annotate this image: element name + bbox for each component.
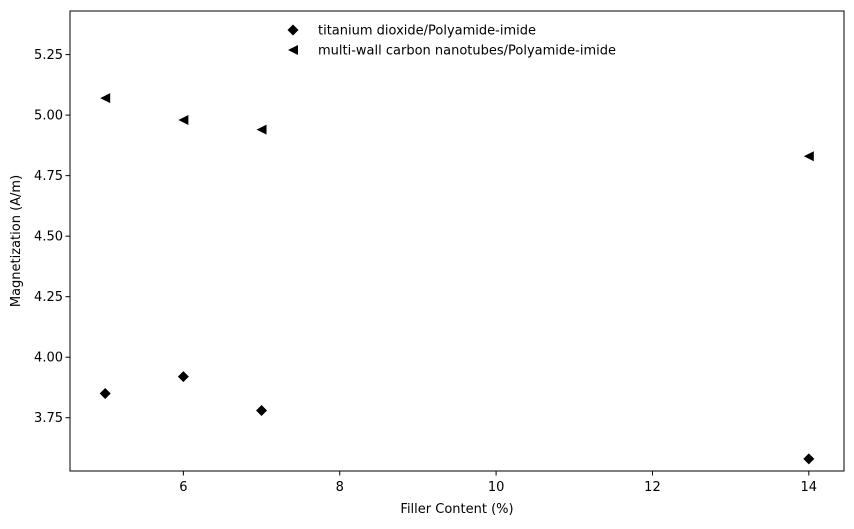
x-axis-label: Filler Content (%) [400,502,513,517]
x-tick-label: 10 [488,480,505,495]
y-axis-label: Magnetization (A/m) [9,175,24,307]
triangle-point [256,124,267,135]
triangle-point [100,93,111,104]
plot-frame [69,10,845,472]
y-tick-label: 3.75 [34,411,63,426]
diamond-point [177,371,189,383]
x-tick-label: 8 [336,480,344,495]
axes-layer: 6 8 10 12 14 3.75 4.00 4.25 4.50 4.75 5.00 5.25 [34,10,845,495]
marks-layer [99,93,815,465]
y-tick-label: 4.25 [34,290,63,305]
diamond-point [99,388,111,400]
y-tick-label: 4.75 [34,169,63,184]
diamond-point [803,453,815,465]
x-tick-label: 14 [801,480,818,495]
x-tick-label: 6 [179,480,187,495]
y-tick-label: 4.00 [34,351,63,366]
y-tick-label: 4.50 [34,230,63,245]
y-tick-label: 5.25 [34,48,63,63]
legend-label: titanium dioxide/Polyamide-imide [318,24,536,39]
legend-marker-triangle [288,45,298,55]
triangle-point [803,151,814,162]
triangle-point [178,114,189,125]
legend: titanium dioxide/Polyamide-imide multi-wa… [287,24,616,59]
diamond-point [256,404,268,416]
x-tick-label: 12 [644,480,661,495]
legend-marker-diamond [287,24,299,36]
y-tick-label: 5.00 [34,109,63,124]
legend-label: multi-wall carbon nanotubes/Polyamide-im… [318,44,616,59]
